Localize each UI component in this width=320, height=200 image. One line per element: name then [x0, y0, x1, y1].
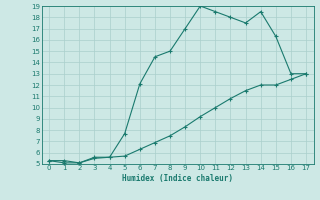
X-axis label: Humidex (Indice chaleur): Humidex (Indice chaleur)	[122, 174, 233, 183]
